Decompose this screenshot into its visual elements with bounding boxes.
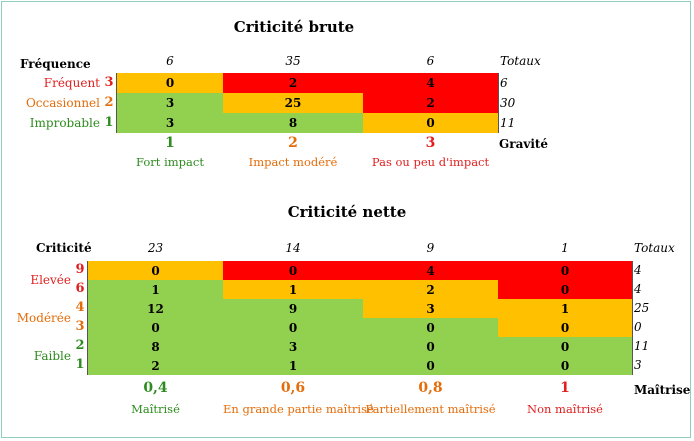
row-group-label: Elevée — [30, 273, 71, 287]
heatmap-cell: 0 — [498, 280, 632, 299]
heatmap-cell: 3 — [117, 93, 223, 113]
heatmap-cell: 0 — [363, 113, 498, 133]
chart-title: Criticité brute — [233, 18, 355, 36]
heatmap-cell: 0 — [88, 261, 223, 280]
column-level: 1 — [165, 135, 175, 151]
totals-label: Totaux — [634, 241, 675, 255]
heatmap-cell: 0 — [223, 318, 363, 337]
column-total: 6 — [426, 54, 435, 68]
column-total: 1 — [561, 241, 569, 255]
row-level: 3 — [104, 75, 114, 90]
row-total: 4 — [634, 282, 642, 296]
row-total: 11 — [634, 339, 650, 353]
column-level: 0,8 — [418, 380, 443, 396]
heatmap-cell: 0 — [363, 337, 498, 356]
column-axis-label: Maîtrise — [634, 383, 691, 397]
heatmap-cell: 8 — [88, 337, 223, 356]
heatmap-cell: 0 — [498, 318, 632, 337]
heatmap-cell: 3 — [363, 299, 498, 318]
heatmap-cell: 8 — [223, 113, 363, 133]
row-level: 9 — [75, 262, 85, 277]
column-total: 23 — [147, 241, 164, 255]
row-group-label: Faible — [33, 349, 71, 363]
row-total: 6 — [500, 76, 508, 90]
column-label: En grande partie maîtrisé — [223, 402, 374, 416]
heatmap-cell: 4 — [363, 261, 498, 280]
column-total: 35 — [285, 54, 301, 68]
heatmap-cell: 0 — [117, 73, 223, 93]
row-level: 4 — [75, 300, 85, 315]
column-label: Fort impact — [136, 155, 204, 169]
row-level: 2 — [75, 338, 85, 353]
column-total: 6 — [166, 54, 174, 68]
grid-border-right — [498, 73, 499, 133]
totals-label: Totaux — [500, 54, 541, 68]
row-level: 3 — [75, 319, 85, 334]
heatmap-cell: 25 — [223, 93, 363, 113]
heatmap-cell: 0 — [363, 318, 498, 337]
row-level: 2 — [104, 95, 114, 110]
row-total: 25 — [634, 301, 650, 315]
heatmap-cell: 2 — [223, 73, 363, 93]
heatmap-cell: 0 — [498, 337, 632, 356]
heatmap-cell: 0 — [498, 261, 632, 280]
column-label: Partiellement maîtrisé — [365, 402, 496, 416]
row-label: Occasionnel — [25, 96, 100, 110]
heatmap-cell: 3 — [117, 113, 223, 133]
column-level: 2 — [288, 135, 298, 151]
column-label: Maîtrisé — [131, 402, 180, 416]
heatmap-cell: 1 — [88, 280, 223, 299]
heatmap-cell: 2 — [88, 356, 223, 375]
row-group-label: Modérée — [16, 311, 71, 325]
column-total: 14 — [285, 241, 301, 255]
column-level: 0,6 — [280, 380, 306, 396]
heatmap-cell: 0 — [363, 356, 498, 375]
column-level: 1 — [560, 380, 570, 396]
row-level: 1 — [75, 357, 85, 372]
column-label: Impact modéré — [248, 155, 338, 169]
row-total: 4 — [634, 263, 642, 277]
heatmap-cell: 0 — [498, 356, 632, 375]
row-axis-label: Fréquence — [20, 57, 91, 71]
row-total: 11 — [500, 116, 516, 130]
heatmap-cell: 0 — [223, 261, 363, 280]
column-level: 3 — [425, 135, 436, 151]
grid-border-left — [116, 73, 117, 133]
heatmap-cell: 9 — [223, 299, 363, 318]
heatmap-cell: 4 — [363, 73, 498, 93]
column-level: 0,4 — [143, 380, 168, 396]
heatmap-cell: 1 — [223, 280, 363, 299]
row-level: 6 — [75, 281, 85, 296]
column-label: Non maîtrisé — [527, 402, 603, 416]
row-total: 0 — [634, 320, 642, 334]
row-total: 30 — [500, 96, 516, 110]
row-total: 3 — [634, 358, 642, 372]
heatmap-cell: 2 — [363, 93, 498, 113]
column-axis-label: Gravité — [499, 137, 549, 151]
chart-title: Criticité nette — [287, 203, 407, 221]
grid-border-left — [87, 261, 88, 375]
row-label: Fréquent — [43, 76, 100, 90]
row-label: Improbable — [29, 116, 100, 130]
heatmap-cell: 1 — [223, 356, 363, 375]
row-axis-label: Criticité — [36, 241, 92, 255]
grid-border-right — [632, 261, 633, 375]
heatmap-cell: 0 — [88, 318, 223, 337]
column-total: 9 — [426, 241, 435, 255]
heatmap-cell: 2 — [363, 280, 498, 299]
heatmap-cell: 3 — [223, 337, 363, 356]
row-level: 1 — [104, 115, 114, 130]
heatmap-cell: 12 — [88, 299, 223, 318]
column-label: Pas ou peu d'impact — [371, 155, 490, 169]
heatmap-cell: 1 — [498, 299, 632, 318]
